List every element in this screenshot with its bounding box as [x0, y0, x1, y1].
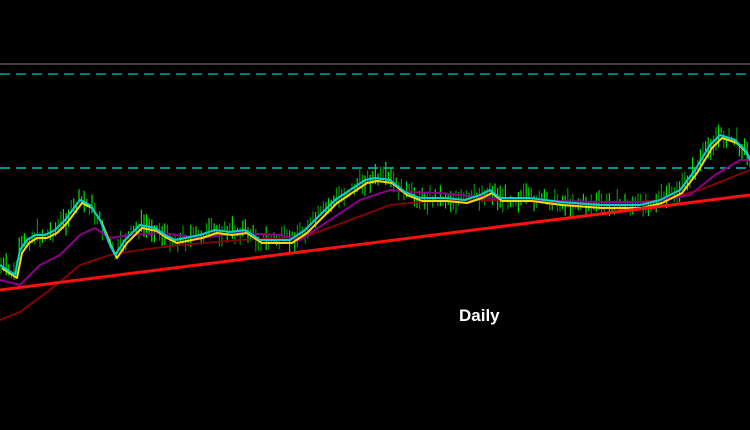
moving-average-fast-cyan [0, 134, 750, 276]
moving-average-medium [0, 159, 750, 286]
support-trendline [0, 193, 750, 292]
moving-average-fast-yellow [1, 137, 750, 279]
timeframe-label: Daily [459, 306, 500, 325]
